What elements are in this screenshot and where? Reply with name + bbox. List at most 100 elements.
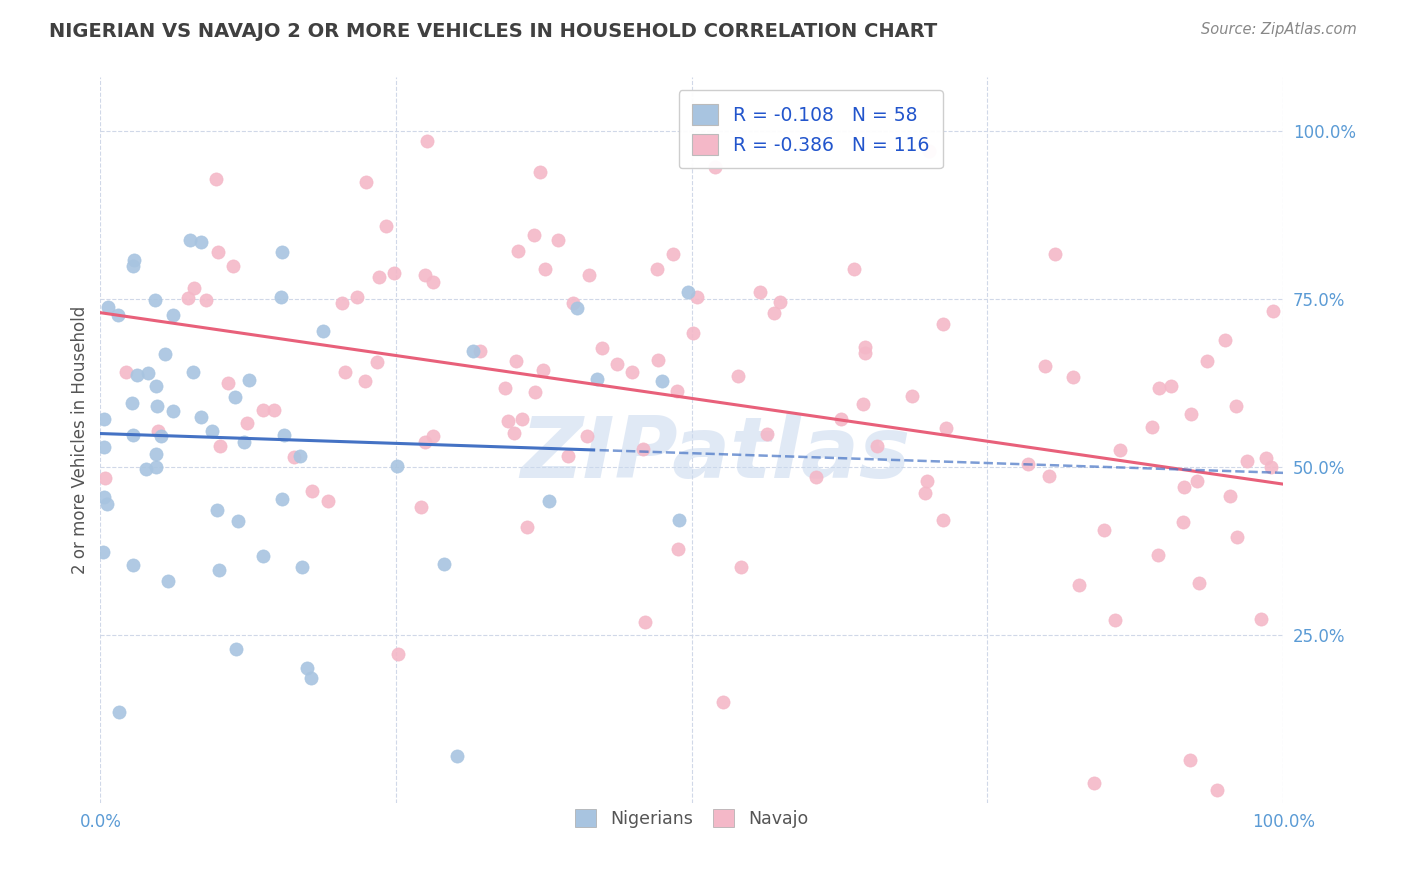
Point [755,427,778,442]
Point [330,296,353,310]
Point [301,483,323,498]
Point [97,300,120,314]
Point [283,450,305,464]
Point [1197,353,1219,368]
Point [91,545,114,559]
Point [422,275,444,289]
Point [647,353,669,368]
Point [676,285,699,299]
Point [1017,457,1039,471]
Point [149,429,172,443]
Point [494,380,516,394]
Point [194,293,217,307]
Point [153,347,176,361]
Point [1043,247,1066,261]
Point [209,439,232,453]
Point [208,563,231,577]
Point [122,428,145,442]
Point [1173,480,1195,494]
Point [156,574,179,589]
Point [666,542,689,557]
Point [271,245,294,260]
Point [238,373,260,387]
Point [316,494,339,508]
Point [354,375,377,389]
Point [1160,378,1182,392]
Point [1092,523,1115,537]
Point [662,247,685,261]
Point [586,372,609,386]
Point [1219,489,1241,503]
Point [1236,454,1258,468]
Point [557,449,579,463]
Point [621,365,644,379]
Point [387,459,409,474]
Text: Source: ZipAtlas.com: Source: ZipAtlas.com [1201,22,1357,37]
Point [534,262,557,277]
Point [136,366,159,380]
Point [354,175,377,189]
Point [915,475,938,489]
Point [190,235,212,249]
Point [252,403,274,417]
Point [1205,782,1227,797]
Point [932,318,955,332]
Point [651,374,673,388]
Point [1038,468,1060,483]
Text: NIGERIAN VS NAVAJO 2 OR MORE VEHICLES IN HOUSEHOLD CORRELATION CHART: NIGERIAN VS NAVAJO 2 OR MORE VEHICLES IN… [49,22,938,41]
Point [914,485,936,500]
Point [851,397,873,411]
Point [145,447,167,461]
Point [531,363,554,377]
Legend: Nigerians, Navajo: Nigerians, Navajo [568,802,815,835]
Point [183,281,205,295]
Point [804,470,827,484]
Point [1263,303,1285,318]
Point [647,262,669,277]
Point [704,160,727,174]
Point [225,641,247,656]
Point [411,500,433,514]
Point [727,369,749,384]
Point [143,293,166,307]
Point [346,289,368,303]
Point [1213,333,1236,347]
Point [146,424,169,438]
Point [204,171,226,186]
Point [935,421,957,435]
Point [145,460,167,475]
Point [1147,381,1170,395]
Point [273,427,295,442]
Point [299,671,322,685]
Point [529,164,551,178]
Point [422,429,444,443]
Point [387,647,409,661]
Point [108,706,131,720]
Point [668,513,690,527]
Point [93,411,115,425]
Text: ZIPatlas: ZIPatlas [520,413,911,496]
Point [901,389,924,403]
Point [730,560,752,574]
Point [135,462,157,476]
Point [179,233,201,247]
Point [295,661,318,675]
Point [217,376,239,391]
Point [523,227,546,242]
Point [94,471,117,485]
Point [538,494,561,508]
Point [1225,400,1247,414]
Point [830,412,852,426]
Point [384,266,406,280]
Point [853,346,876,360]
Point [433,557,456,571]
Point [844,261,866,276]
Point [1146,548,1168,562]
Point [918,145,941,159]
Point [1108,443,1130,458]
Point [578,268,600,283]
Point [561,295,583,310]
Point [1178,753,1201,767]
Point [567,301,589,316]
Point [252,549,274,563]
